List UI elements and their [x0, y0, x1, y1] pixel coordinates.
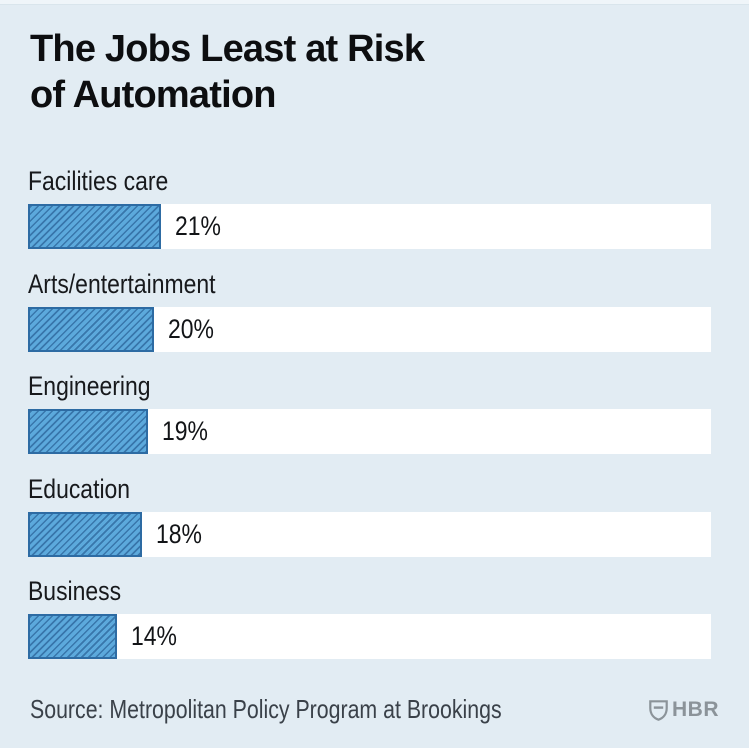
bar-label: Arts/entertainment	[28, 269, 216, 299]
bar-track: 20%	[28, 307, 711, 352]
bar-value: 14%	[131, 620, 177, 651]
bar-label: Facilities care	[28, 166, 169, 196]
bar-value: 19%	[162, 415, 208, 446]
chart-title-line1: The Jobs Least at Risk	[30, 28, 425, 70]
chart-title-line2: of Automation	[30, 74, 277, 116]
bar-label: Education	[28, 474, 131, 504]
bar-label: Business	[28, 576, 122, 606]
bar-track: 21%	[28, 204, 711, 249]
bar-track: 18%	[28, 512, 711, 557]
bar	[28, 614, 117, 659]
bar-chart: Facilities care 21% Arts/entertainment 20% E…	[28, 168, 711, 688]
hbr-shield-icon	[649, 699, 668, 721]
bar-row: Arts/entertainment 20%	[28, 271, 711, 352]
hbr-logo-text: HBR	[672, 698, 719, 721]
bar	[28, 512, 142, 557]
top-strip	[0, 0, 749, 5]
bar-row: Facilities care 21%	[28, 168, 711, 249]
bar-value: 20%	[168, 313, 214, 344]
bar-row: Business 14%	[28, 578, 711, 659]
bar	[28, 204, 161, 249]
source-text: Source: Metropolitan Policy Program at B…	[30, 694, 502, 724]
bar-track: 14%	[28, 614, 711, 659]
bar-label: Engineering	[28, 371, 151, 401]
bar-row: Education 18%	[28, 476, 711, 557]
bar	[28, 307, 154, 352]
bar-value: 18%	[156, 518, 202, 549]
chart-title: The Jobs Least at Risk of Automation	[30, 26, 530, 118]
bar	[28, 409, 148, 454]
bar-track: 19%	[28, 409, 711, 454]
bar-row: Engineering 19%	[28, 373, 711, 454]
hbr-logo: HBR	[649, 698, 719, 722]
bar-value: 21%	[175, 210, 221, 241]
